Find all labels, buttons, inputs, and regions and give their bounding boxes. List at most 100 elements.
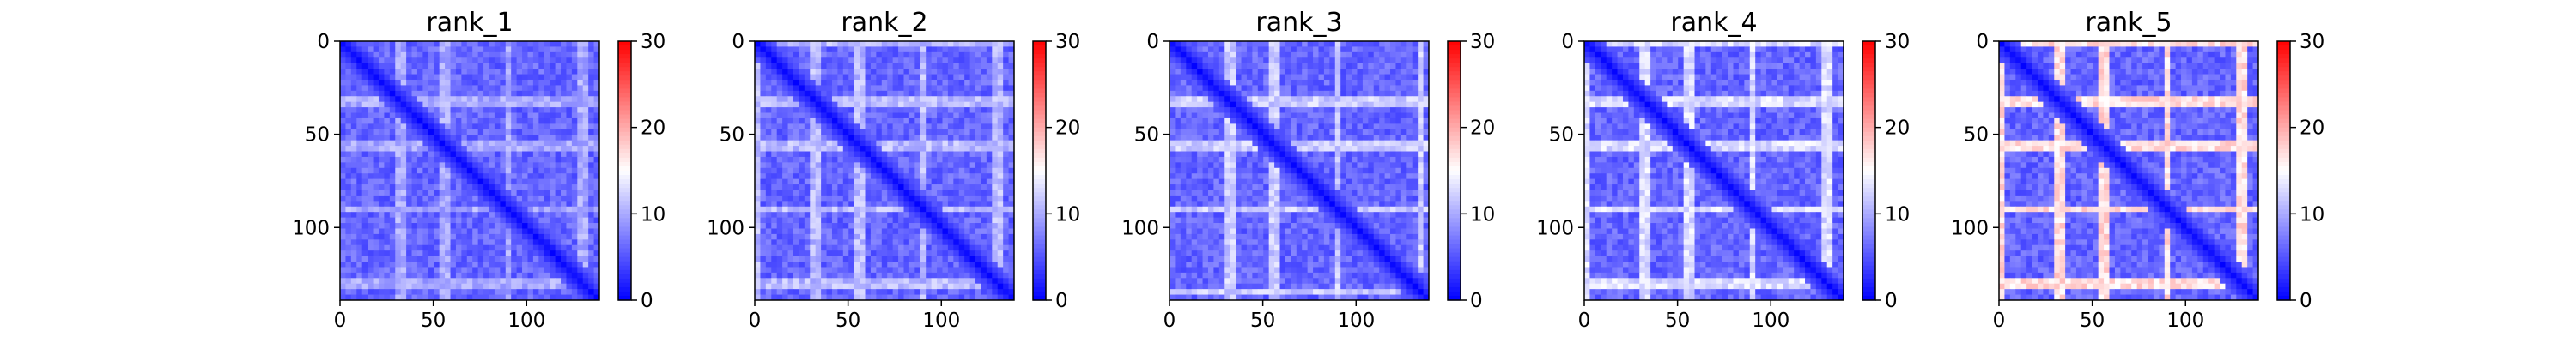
heatmap-cell <box>793 156 799 163</box>
heatmap-cell <box>821 129 827 135</box>
heatmap-cell <box>1395 57 1402 64</box>
heatmap-cell <box>1186 57 1193 64</box>
heatmap-cell <box>532 278 539 285</box>
heatmap-cell <box>378 267 385 274</box>
heatmap-cell <box>1291 74 1297 81</box>
heatmap-cell <box>544 57 550 64</box>
heatmap-cell <box>815 146 822 152</box>
heatmap-cell <box>926 112 933 119</box>
heatmap-cell <box>815 69 822 75</box>
heatmap-cell <box>848 57 855 64</box>
heatmap-cell <box>926 69 933 75</box>
heatmap-cell <box>588 117 594 124</box>
heatmap-cell <box>920 156 927 163</box>
heatmap-cell <box>881 140 888 147</box>
heatmap-cell <box>1213 41 1220 47</box>
heatmap-cell <box>505 74 512 81</box>
heatmap-cell <box>532 206 539 213</box>
heatmap-cell <box>345 278 352 285</box>
heatmap-cell <box>461 223 468 229</box>
heatmap-cell <box>1230 79 1236 86</box>
heatmap-cell <box>544 146 550 152</box>
heatmap-cell <box>969 129 976 135</box>
heatmap-cell <box>865 244 872 251</box>
heatmap-cell <box>561 212 567 219</box>
heatmap-cell <box>368 250 374 256</box>
heatmap-cell <box>373 239 380 246</box>
heatmap-cell <box>361 250 368 256</box>
heatmap-cell <box>1003 156 1009 163</box>
heatmap-cell <box>395 206 402 213</box>
heatmap-cell <box>389 46 396 53</box>
heatmap-cell <box>892 46 899 53</box>
heatmap-cell <box>555 74 562 81</box>
heatmap-cell <box>500 156 507 163</box>
heatmap-cell <box>1197 79 1203 86</box>
heatmap-cell <box>860 217 866 224</box>
heatmap-cell <box>350 244 357 251</box>
heatmap-cell <box>434 244 440 251</box>
heatmap-cell <box>356 74 363 81</box>
heatmap-cell <box>755 140 761 147</box>
heatmap-cell <box>361 162 368 169</box>
heatmap-cell <box>937 57 943 64</box>
heatmap-cell <box>450 178 457 185</box>
heatmap-cell <box>1175 79 1182 86</box>
colorbar-segment <box>618 175 631 180</box>
heatmap-cell <box>1418 79 1424 86</box>
heatmap-cell <box>865 228 872 235</box>
heatmap-cell <box>860 195 866 202</box>
heatmap-cell <box>356 90 363 97</box>
heatmap-cell <box>588 107 594 113</box>
heatmap-cell <box>350 101 357 108</box>
heatmap-cell <box>1252 46 1259 53</box>
heatmap-cell <box>422 135 429 141</box>
heatmap-cell <box>532 294 539 301</box>
heatmap-cell <box>1175 74 1182 81</box>
heatmap-cell <box>494 294 501 301</box>
heatmap-cell <box>450 112 457 119</box>
heatmap-cell <box>804 239 811 246</box>
heatmap-cell <box>527 123 534 130</box>
heatmap-cell <box>550 123 556 130</box>
heatmap-cell <box>566 57 573 64</box>
heatmap-cell <box>434 272 440 279</box>
heatmap-cell <box>831 184 838 190</box>
heatmap-cell <box>550 289 556 295</box>
heatmap-cell <box>416 123 423 130</box>
colorbar-segment <box>1033 157 1046 163</box>
heatmap-cell <box>937 262 943 268</box>
heatmap-cell <box>571 129 578 135</box>
heatmap-cell <box>854 151 860 158</box>
heatmap-cell <box>472 178 479 185</box>
heatmap-cell <box>373 107 380 113</box>
heatmap-cell <box>395 96 402 103</box>
heatmap-cell <box>837 46 844 53</box>
colorbar-segment <box>618 231 631 237</box>
heatmap-cell <box>505 63 512 69</box>
heatmap-cell <box>842 146 849 152</box>
heatmap-cell <box>384 184 391 190</box>
heatmap-cell <box>450 228 457 235</box>
heatmap-cell <box>340 201 346 208</box>
heatmap-cell <box>434 217 440 224</box>
heatmap-cell <box>582 250 589 256</box>
heatmap-cell <box>350 256 357 262</box>
heatmap-cell <box>804 206 811 213</box>
heatmap-cell <box>1352 51 1358 58</box>
heatmap-cell <box>522 250 528 256</box>
heatmap-cell <box>373 74 380 81</box>
heatmap-cell <box>831 212 838 219</box>
heatmap-cell <box>345 112 352 119</box>
heatmap-cell <box>926 267 933 274</box>
heatmap-cell <box>826 96 833 103</box>
heatmap-cell <box>428 69 434 75</box>
heatmap-cell <box>522 289 528 295</box>
heatmap-cell <box>378 190 385 196</box>
heatmap-cell <box>1362 74 1369 81</box>
heatmap-cell <box>1384 74 1391 81</box>
heatmap-cell <box>787 90 794 97</box>
heatmap-cell <box>892 135 899 141</box>
heatmap-cell <box>1406 46 1413 53</box>
heatmap-cell <box>1313 41 1319 47</box>
